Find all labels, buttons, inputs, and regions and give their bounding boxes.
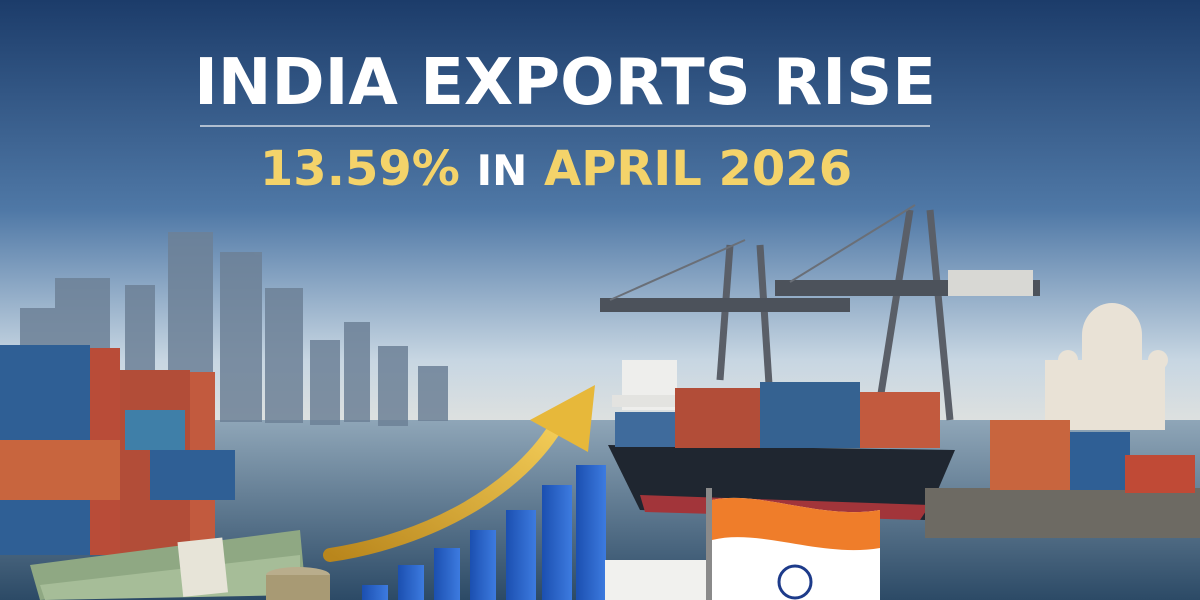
subtitle-date: APRIL 2026 <box>544 141 852 197</box>
subtitle-percent: 13.59% <box>260 141 460 197</box>
headline: INDIA EXPORTS RISE 13.59% IN APRIL 2026 <box>194 46 936 197</box>
subtitle-in: IN <box>477 146 528 195</box>
title: INDIA EXPORTS RISE <box>194 46 936 120</box>
subtitle: 13.59% IN APRIL 2026 <box>260 141 852 197</box>
